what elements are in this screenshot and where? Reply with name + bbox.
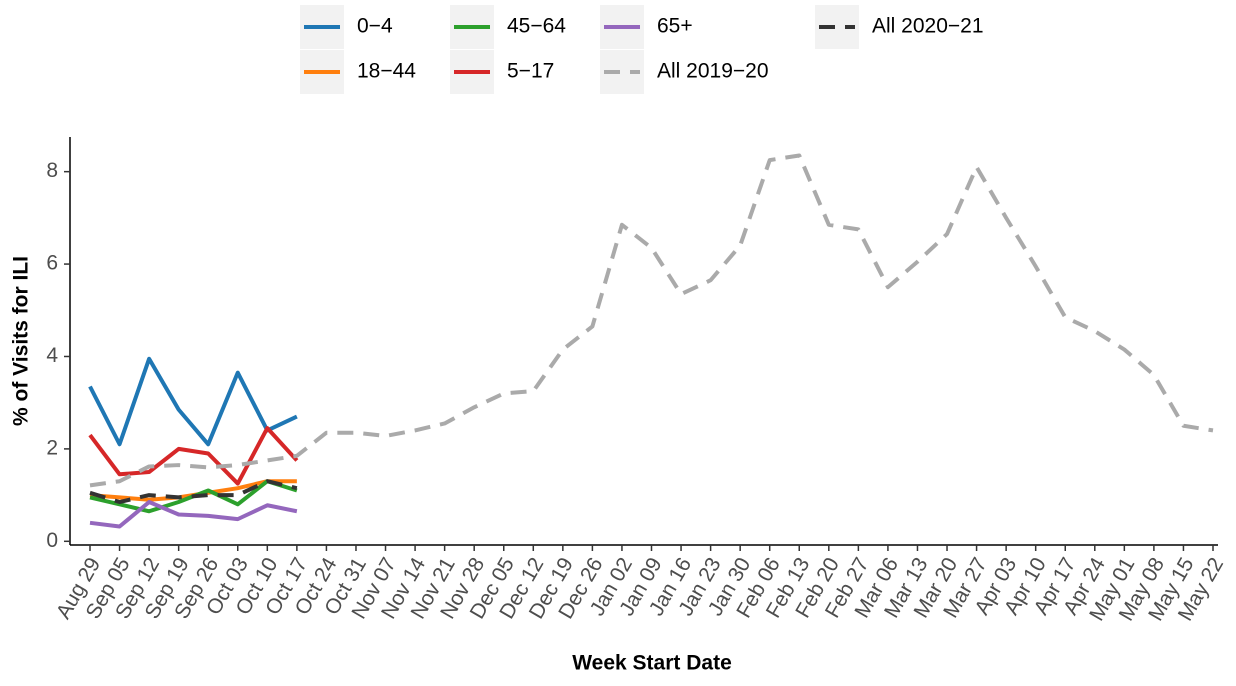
y-tick-label: 4 bbox=[46, 344, 58, 367]
legend-label: 65+ bbox=[657, 15, 693, 38]
legend-label: All 2019−20 bbox=[657, 60, 769, 83]
x-axis-label: Week Start Date bbox=[572, 652, 732, 675]
legend-label: All 2020−21 bbox=[872, 15, 984, 38]
y-tick-label: 2 bbox=[46, 436, 58, 459]
y-tick-label: 6 bbox=[46, 252, 58, 275]
y-tick-label: 0 bbox=[46, 529, 58, 552]
y-axis-label: % of Visits for ILI bbox=[10, 256, 33, 426]
series-line bbox=[88, 356, 298, 447]
legend-label: 45−64 bbox=[507, 15, 566, 38]
legend-label: 0−4 bbox=[357, 15, 393, 38]
series-line bbox=[88, 426, 299, 486]
series-line bbox=[89, 500, 298, 529]
y-tick-label: 8 bbox=[46, 159, 58, 182]
legend-label: 5−17 bbox=[507, 60, 554, 83]
series-line bbox=[89, 153, 1214, 488]
series-line bbox=[89, 479, 298, 505]
legend-label: 18−44 bbox=[357, 60, 416, 83]
